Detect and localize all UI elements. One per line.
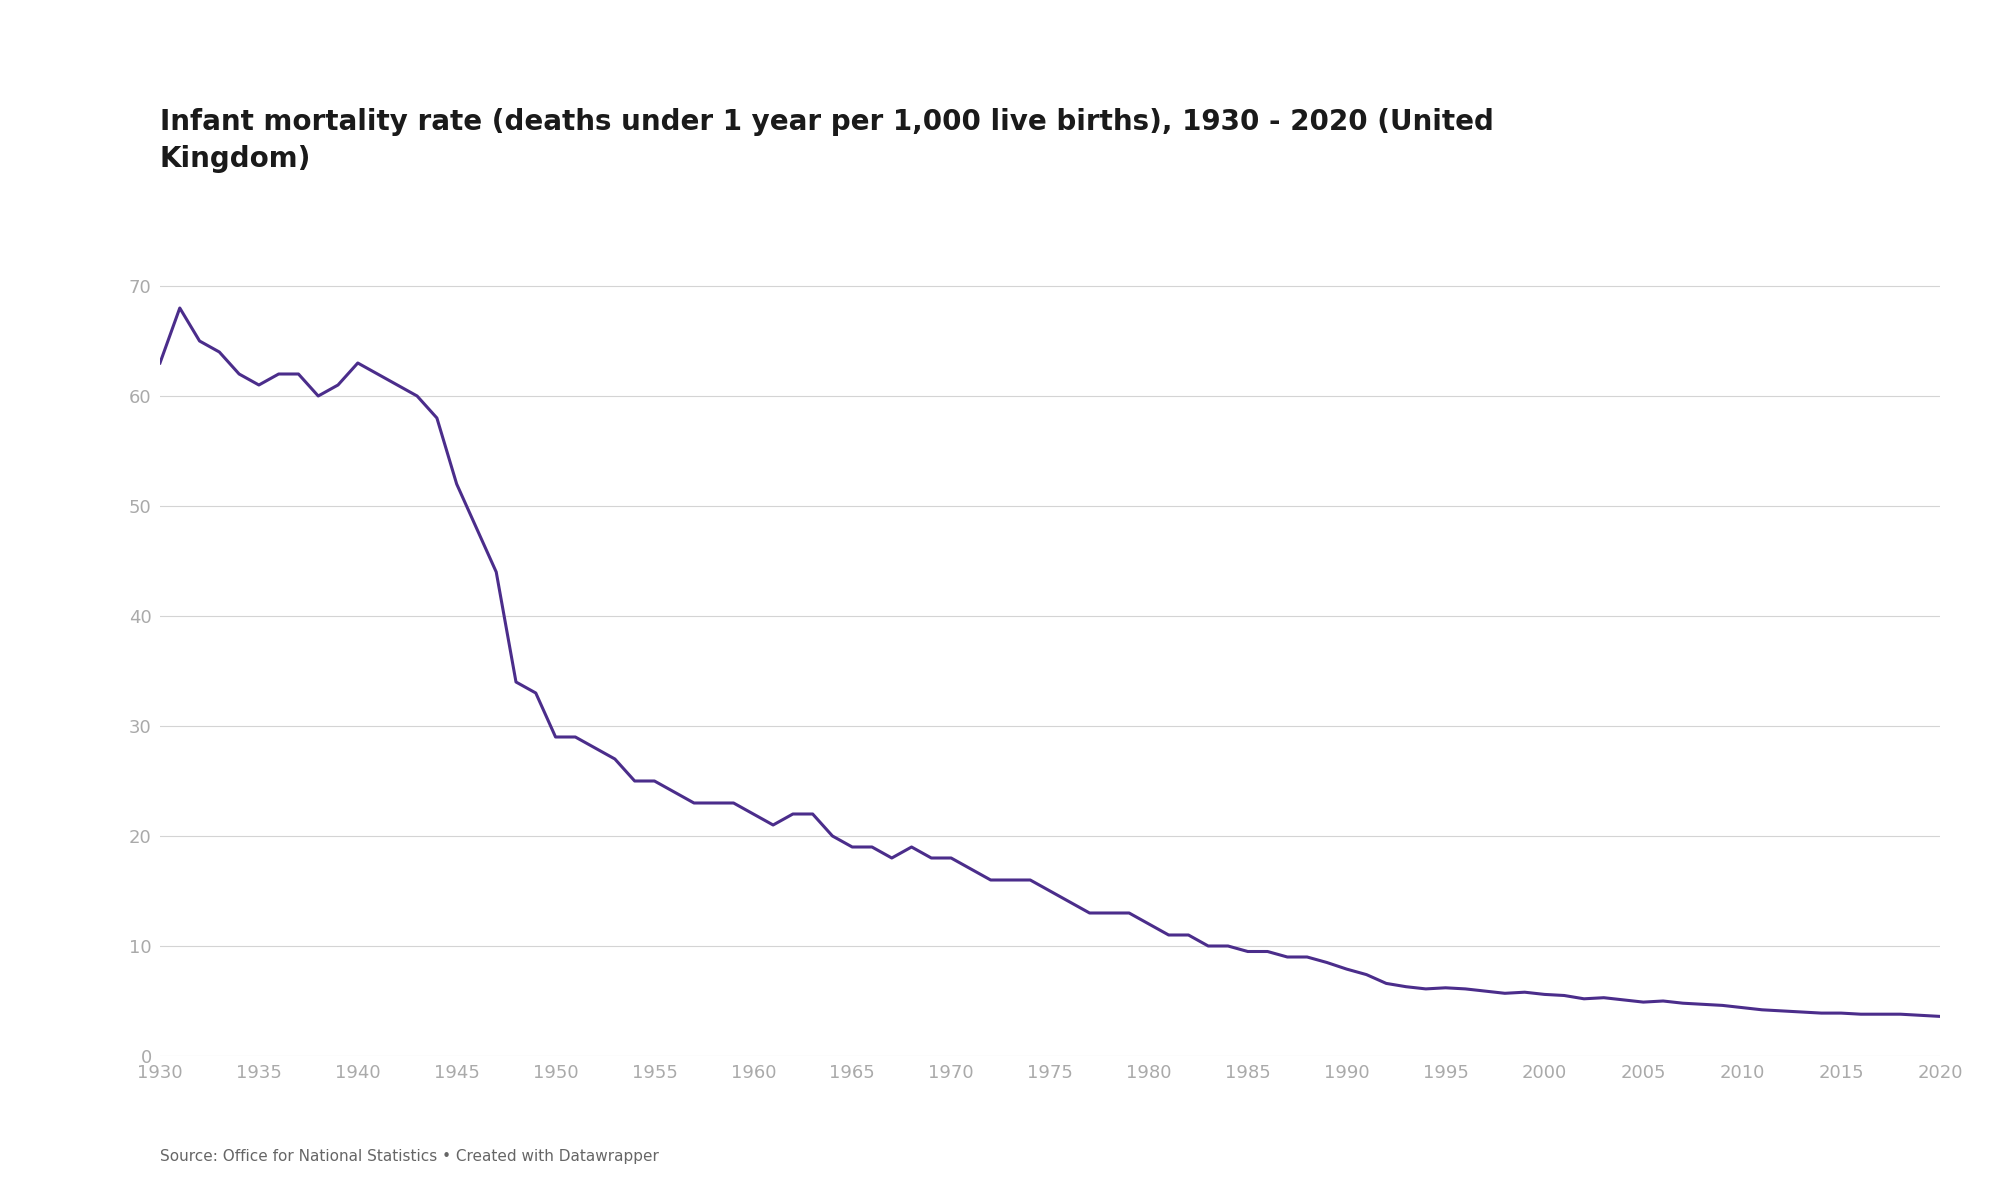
Text: Infant mortality rate (deaths under 1 year per 1,000 live births), 1930 - 2020 (: Infant mortality rate (deaths under 1 ye… — [160, 108, 1494, 173]
Text: Source: Office for National Statistics • Created with Datawrapper: Source: Office for National Statistics •… — [160, 1150, 658, 1164]
